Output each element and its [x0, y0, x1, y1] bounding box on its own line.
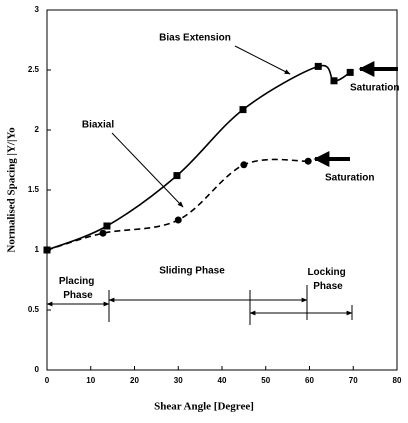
marker — [173, 172, 181, 180]
marker — [99, 229, 107, 237]
marker — [103, 222, 111, 230]
pointer — [111, 132, 184, 208]
marker — [43, 246, 51, 254]
x-tick-label: 50 — [261, 376, 270, 385]
series-line — [46, 64, 351, 251]
y-tick-label: 2.5 — [28, 65, 40, 74]
x-axis-label: Shear Angle [Degree] — [154, 401, 254, 413]
phase-label: Placing Phase — [59, 276, 97, 301]
y-tick-label: 1.5 — [28, 185, 40, 194]
marker — [174, 216, 182, 224]
marker — [240, 161, 248, 169]
y-tick-label: 3 — [35, 5, 40, 14]
x-tick-label: 70 — [349, 376, 358, 385]
y-tick-label: 0 — [35, 365, 40, 374]
x-tick-label: 60 — [305, 376, 314, 385]
annotation: Saturation — [350, 83, 399, 94]
x-tick-label: 80 — [393, 376, 402, 385]
y-axis-label: Normalised Spacing |Y/|Yo — [6, 127, 18, 253]
marker — [330, 77, 338, 85]
phase-label: Sliding Phase — [159, 266, 225, 277]
marker — [304, 157, 312, 165]
phase-label: Locking Phase — [307, 267, 348, 292]
x-tick-label: 30 — [174, 376, 183, 385]
marker — [239, 106, 247, 114]
pointer — [234, 45, 291, 75]
annotation: Saturation — [325, 173, 374, 184]
marker — [346, 68, 354, 76]
series-label: Biaxial — [82, 120, 114, 131]
y-tick-label: 2 — [35, 125, 40, 134]
series-label: Bias Extension — [159, 33, 231, 44]
x-tick-label: 20 — [130, 376, 139, 385]
x-tick-label: 10 — [86, 376, 95, 385]
x-tick-label: 40 — [218, 376, 227, 385]
x-tick-label: 0 — [45, 376, 50, 385]
plot-frame — [46, 9, 398, 371]
marker — [314, 62, 322, 70]
y-tick-label: 1 — [35, 245, 40, 254]
y-tick-label: 0.5 — [28, 305, 40, 314]
